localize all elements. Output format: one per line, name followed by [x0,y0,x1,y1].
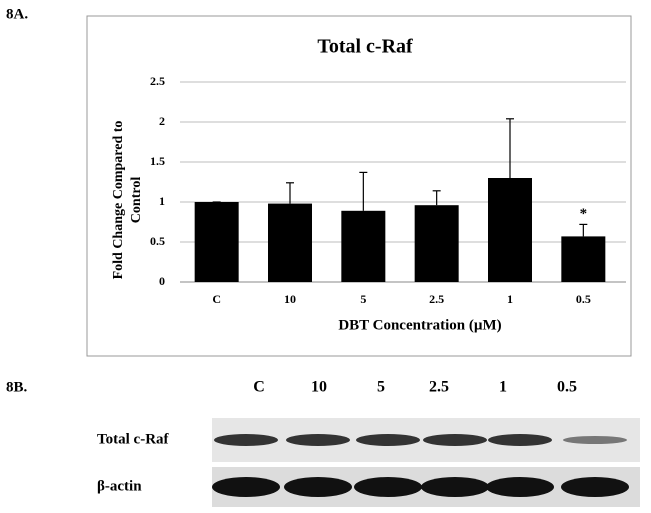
error-bar [359,171,368,211]
bar [194,202,239,282]
blot-band [354,477,422,497]
bar [341,210,386,282]
y-tick-label: 1 [159,194,165,208]
lane-label: 2.5 [429,379,449,396]
error-bar [432,190,441,206]
error-bar [579,223,588,237]
blot-band [286,434,350,446]
lane-label: 0.5 [557,379,577,396]
y-axis-label: Control [129,177,144,224]
blot-band [563,436,627,444]
blot-row-label: β-actin [97,478,142,494]
error-bar [286,182,294,204]
blot-band [561,477,629,497]
blot-band [212,477,280,497]
lane-label: 1 [499,379,507,396]
y-axis-label: Fold Change Compared to [111,121,126,280]
y-tick-label: 2 [159,114,165,128]
blot-band [423,434,487,446]
blot-band [214,434,278,446]
y-tick-label: 0.5 [150,234,165,248]
lane-label: 10 [311,379,327,396]
blot-band [421,477,489,497]
lane-label: C [253,379,265,396]
x-tick-label: 2.5 [429,292,444,306]
bar [414,205,459,282]
x-tick-label: 5 [360,292,366,306]
bar [268,203,312,282]
y-tick-label: 0 [159,274,165,288]
chart-frame [86,15,632,357]
bar [488,178,532,282]
x-tick-label: 1 [507,292,513,306]
x-axis-label: DBT Concentration (µM) [338,317,501,333]
annotation: * [580,206,588,222]
chart-title: Total c-Raf [317,36,413,58]
x-tick-label: C [212,292,221,306]
panel-label: 8A. [6,6,28,22]
y-tick-label: 2.5 [150,74,165,88]
blot-band [356,434,420,446]
blot-band [486,477,554,497]
x-tick-label: 0.5 [576,292,591,306]
panel-label: 8B. [6,379,28,395]
bar [561,236,606,282]
x-tick-label: 10 [284,292,296,306]
blot-band [284,477,352,497]
blot-band [488,434,552,446]
lane-label: 5 [377,379,385,396]
error-bar [506,118,514,178]
y-tick-label: 1.5 [150,154,165,168]
blot-row-label: Total c-Raf [97,431,170,447]
